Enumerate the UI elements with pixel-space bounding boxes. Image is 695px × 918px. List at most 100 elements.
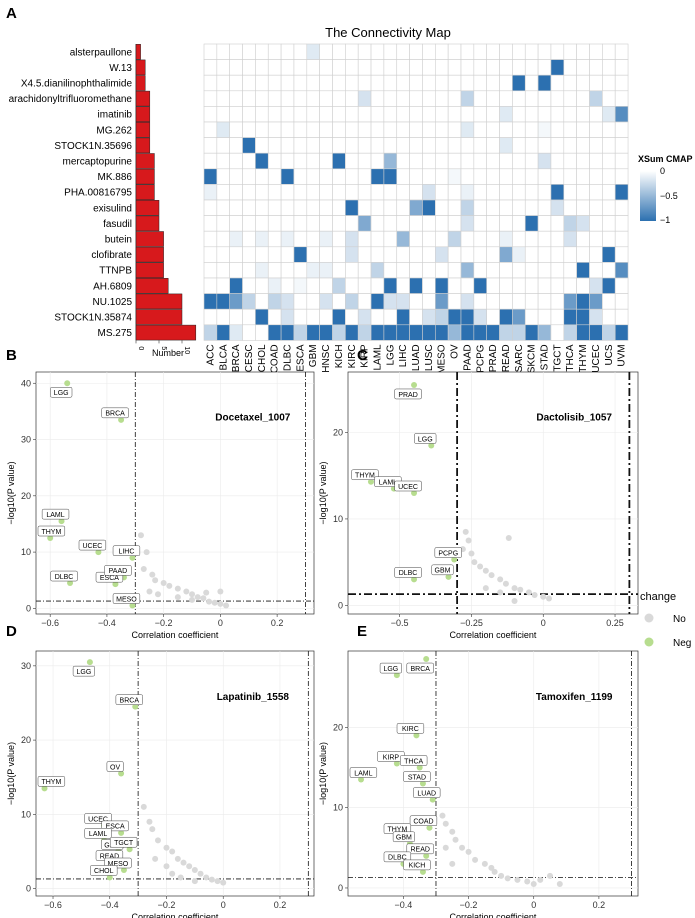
heat-cell-STOCK1N.35874-KIRP xyxy=(357,308,372,326)
heat-cell-MG.262-TGCT xyxy=(550,121,565,138)
heat-cell-AH.6809-GBM xyxy=(306,277,320,294)
heat-cell-MG.262-SKCM xyxy=(524,121,539,138)
heat-cell-MS.275-PRAD xyxy=(486,324,500,341)
heat-cell-STOCK1N.35874-OV xyxy=(447,308,462,326)
point-no xyxy=(140,565,147,572)
heat-cell-MK.886-UVM xyxy=(614,168,629,185)
heat-cell-W.13-LUAD xyxy=(409,59,423,76)
label-box-GBM xyxy=(431,564,454,576)
label-box-LGG xyxy=(50,387,73,398)
heat-cell-STOCK1N.35696-KIRC xyxy=(345,137,359,154)
heat-cell-TTNPB-TGCT xyxy=(550,262,565,279)
point-no xyxy=(481,860,488,867)
point-no xyxy=(177,874,184,881)
heat-cell-arachidonyltrifluoromethane-ESCA xyxy=(293,90,308,107)
col-label-THCA: THCA xyxy=(565,344,576,372)
heat-cell-fasudil-BRCA xyxy=(229,215,243,232)
point-neg-ESCA xyxy=(118,829,125,836)
heat-cell-AH.6809-LUSC xyxy=(422,277,436,294)
point-no xyxy=(488,864,495,871)
heat-cell-W.13-STAD xyxy=(537,59,552,76)
heat-cell-AH.6809-LIHC xyxy=(396,277,410,294)
heat-cell-STOCK1N.35874-LIHC xyxy=(396,308,410,326)
label-box-OV xyxy=(106,761,124,772)
heat-cell-MG.262-CHOL xyxy=(255,121,269,138)
point-no xyxy=(208,876,215,883)
panel-d-scatter: −0.6 −0.4 −0.2 0 0.2 0 10 20 30 LGG BRCA OV THYM UCEC… xyxy=(6,650,315,918)
heat-cell-STOCK1N.35874-HNSC xyxy=(319,308,333,326)
heat-cell-PHA.00816795-PCPG xyxy=(473,184,488,201)
row-label-MS.275: MS.275 xyxy=(98,328,133,339)
heat-cell-W.13-UCS xyxy=(602,59,616,76)
point-no xyxy=(166,582,173,589)
heat-cell-fasudil-PCPG xyxy=(473,215,488,232)
point-no xyxy=(442,820,449,827)
heat-cell-TTNPB-HNSC xyxy=(319,262,333,279)
drug-label: Tamoxifen_1199 xyxy=(536,692,613,703)
point-neg-KIRP xyxy=(393,760,400,767)
heat-cell-MS.275-STAD xyxy=(537,324,552,341)
heat-cell-STOCK1N.35696-UCS xyxy=(602,137,616,154)
heat-cell-exisulind-UCS xyxy=(602,199,616,216)
label-box-PRAD xyxy=(394,388,422,400)
point-no xyxy=(169,870,176,877)
point-label-TGCT: TGCT xyxy=(114,840,134,847)
heat-cell-butein-LUSC xyxy=(422,230,436,248)
heat-cell-MK.886-KIRP xyxy=(357,168,372,185)
heat-cell-X4.5.dianilinophthalimide-UCS xyxy=(602,74,616,92)
point-label-LUAD: LUAD xyxy=(417,790,436,797)
heat-cell-clofibrate-LUSC xyxy=(422,246,436,263)
heat-cell-STOCK1N.35874-PAAD xyxy=(460,308,475,326)
point-label-CHOL: CHOL xyxy=(94,868,114,875)
heat-cell-X4.5.dianilinophthalimide-COAD xyxy=(267,74,282,92)
heat-cell-STOCK1N.35874-DLBC xyxy=(280,308,295,326)
heat-cell-mercaptopurine-KIRC xyxy=(345,152,359,170)
heat-cell-STOCK1N.35874-LGG xyxy=(383,308,398,326)
point-no xyxy=(465,848,472,855)
point-no xyxy=(517,586,524,593)
point-neg-OV xyxy=(118,770,125,777)
heat-cell-MS.275-KICH xyxy=(332,324,346,341)
heat-cell-NU.1025-SKCM xyxy=(524,293,539,310)
x-tick-label: −0.4 xyxy=(101,900,119,910)
heat-cell-clofibrate-UCEC xyxy=(589,246,603,263)
y-tick-label: 20 xyxy=(21,491,31,501)
heat-cell-arachidonyltrifluoromethane-CESC xyxy=(242,90,256,107)
heat-cell-imatinib-UCEC xyxy=(589,106,603,123)
point-label-UCEC: UCEC xyxy=(88,816,108,823)
heat-cell-NU.1025-ESCA xyxy=(293,293,308,310)
heatmap-legend: XSum CMAP 0 −0.5 −1 xyxy=(638,154,693,225)
heat-cell-exisulind-KIRP xyxy=(357,199,372,216)
y-tick-label: 10 xyxy=(333,514,343,524)
heat-cell-mercaptopurine-LUSC xyxy=(422,152,436,170)
point-no xyxy=(449,828,456,835)
heat-cell-clofibrate-CESC xyxy=(242,246,256,263)
heat-cell-butein-KIRC xyxy=(345,230,359,248)
point-label-BRCA: BRCA xyxy=(105,411,125,418)
heat-cell-clofibrate-LIHC xyxy=(396,246,410,263)
heat-cell-imatinib-BRCA xyxy=(229,106,243,123)
x-tick-label: 0 xyxy=(541,618,546,628)
heat-cell-NU.1025-LAML xyxy=(370,293,385,310)
col-label-KIRC: KIRC xyxy=(347,344,358,368)
y-axis-label: −log10(P value) xyxy=(318,742,328,805)
point-no xyxy=(462,528,469,535)
x-tick-label: −0.6 xyxy=(41,618,59,628)
heat-cell-mercaptopurine-MESO xyxy=(434,152,449,170)
heat-cell-STOCK1N.35874-BLCA xyxy=(216,308,231,326)
col-label-PRAD: PRAD xyxy=(488,344,499,372)
heat-cell-exisulind-BLCA xyxy=(216,199,231,216)
col-label-LAML: LAML xyxy=(372,344,383,371)
heat-cell-MG.262-PCPG xyxy=(473,121,488,138)
heat-cell-exisulind-THYM xyxy=(576,199,590,216)
label-box-READ xyxy=(406,843,434,855)
heat-cell-STOCK1N.35874-TGCT xyxy=(550,308,565,326)
point-neg-DLBC xyxy=(411,576,418,583)
heat-cell-NU.1025-PAAD xyxy=(460,293,475,310)
heat-cell-butein-ACC xyxy=(203,230,218,248)
legend-neg-swatch xyxy=(644,637,654,647)
heat-cell-STOCK1N.35874-KIRC xyxy=(345,308,359,326)
col-label-MESO: MESO xyxy=(437,344,448,374)
heat-cell-NU.1025-STAD xyxy=(537,293,552,310)
heat-cell-W.13-UVM xyxy=(614,59,629,76)
